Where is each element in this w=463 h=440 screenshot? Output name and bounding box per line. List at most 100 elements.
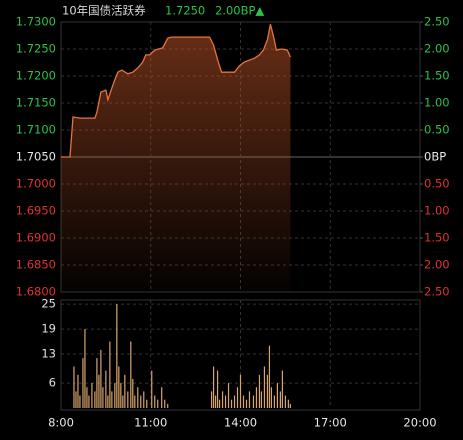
volume-bar: [107, 395, 109, 408]
volume-bar: [284, 395, 286, 408]
price-line: [61, 24, 291, 158]
volume-bar: [86, 387, 88, 408]
volume-bar: [88, 395, 90, 408]
volume-bar: [281, 370, 283, 408]
x-tick-label: 17:00: [314, 416, 347, 430]
volume-bar: [77, 374, 79, 408]
volume-bar: [102, 387, 104, 408]
volume-bar: [167, 403, 169, 408]
volume-bar: [210, 391, 213, 408]
x-tick-label: 20:00: [403, 416, 436, 430]
volume-bar: [114, 383, 116, 408]
volume-bar: [258, 374, 261, 408]
instrument-name: 10年国债活跃券: [62, 4, 146, 18]
volume-bar: [111, 391, 113, 408]
volume-bar: [245, 399, 248, 408]
y2-tick-label: 2.00: [424, 258, 450, 272]
y-tick-label: 1.7200: [16, 69, 56, 83]
volume-bar: [236, 387, 239, 408]
y-tick-label: 1.7300: [16, 15, 56, 29]
volume-bar: [140, 395, 142, 408]
volume-bar: [100, 349, 102, 408]
volume-bar: [146, 399, 148, 408]
x-tick-label: 11:00: [134, 416, 167, 430]
y-tick-label: 1.7050: [16, 150, 56, 164]
volume-bar: [91, 383, 93, 408]
volume-bar: [75, 391, 77, 408]
volume-bar: [233, 395, 236, 408]
volume-bar: [273, 395, 276, 408]
volume-bar: [79, 395, 81, 408]
volume-bar: [137, 387, 139, 408]
y-tick-label: 1.7100: [16, 123, 56, 137]
volume-bar: [124, 374, 126, 408]
volume-bar: [151, 370, 153, 408]
volume-bar: [216, 370, 219, 408]
volume-bar: [109, 341, 111, 408]
volume-bar: [118, 366, 120, 408]
volume-bar: [227, 383, 230, 408]
y-tick-label: 19: [41, 322, 56, 336]
y-tick-label: 13: [41, 347, 56, 361]
x-tick-label: 8:00: [48, 416, 74, 430]
volume-bar: [248, 391, 251, 408]
volume-bar: [263, 366, 266, 408]
volume-bar: [143, 391, 145, 408]
change: 2.00BP▲: [215, 4, 264, 18]
volume-bar: [260, 391, 263, 408]
y2-tick-label: 2.50: [424, 285, 450, 299]
y2-tick-label: 0.50: [424, 177, 450, 191]
y-tick-label: 1.6850: [16, 258, 56, 272]
volume-bar: [266, 374, 269, 408]
y2-tick-label: 1.00: [424, 96, 450, 110]
volume-bar: [130, 341, 132, 408]
y-tick-label: 1.6800: [16, 285, 56, 299]
volume-bar: [134, 395, 136, 408]
y-tick-label: 1.6950: [16, 204, 56, 218]
volume-bar: [122, 395, 124, 408]
y2-tick-label: 1.00: [424, 204, 450, 218]
volume-bar: [161, 387, 163, 408]
y2-tick-label: 1.50: [424, 231, 450, 245]
volume-bar: [224, 395, 227, 408]
y2-tick-label: 2.50: [424, 15, 450, 29]
volume-bar: [105, 370, 107, 408]
volume-bar: [73, 366, 75, 408]
volume-bar: [82, 358, 84, 408]
volume-bar: [239, 374, 242, 408]
volume-bar: [127, 391, 129, 408]
volume-bar: [84, 329, 86, 408]
volume-bar: [157, 399, 159, 408]
volume-bar: [164, 399, 166, 408]
volume-bar: [212, 366, 215, 408]
volume-bar: [221, 391, 224, 408]
volume-bar: [116, 304, 118, 408]
volume-bar: [120, 383, 122, 408]
y-tick-label: 1.7250: [16, 42, 56, 56]
y2-tick-label: 0BP: [424, 150, 446, 164]
volume-bar: [98, 374, 100, 408]
y2-tick-label: 1.50: [424, 69, 450, 83]
last-price: 1.7250: [165, 4, 205, 18]
volume-bar: [252, 395, 255, 408]
y-tick-label: 1.6900: [16, 231, 56, 245]
volume-bar: [255, 387, 258, 408]
volume-bar: [268, 345, 271, 408]
volume-bar: [289, 403, 291, 408]
volume-bar: [154, 395, 156, 408]
volume-bar: [218, 399, 221, 408]
volume-bar: [276, 383, 278, 408]
y-tick-label: 6: [49, 376, 56, 390]
y-tick-label: 25: [41, 297, 56, 311]
volume-bar: [214, 395, 217, 408]
volume-bar: [279, 391, 281, 408]
volume-bar: [230, 399, 233, 408]
price-area: [61, 24, 291, 292]
y-tick-label: 1.7150: [16, 96, 56, 110]
volume-bar: [96, 358, 98, 408]
volume-bar: [270, 387, 273, 408]
y2-tick-label: 2.00: [424, 42, 450, 56]
y-tick-label: 1.7000: [16, 177, 56, 191]
